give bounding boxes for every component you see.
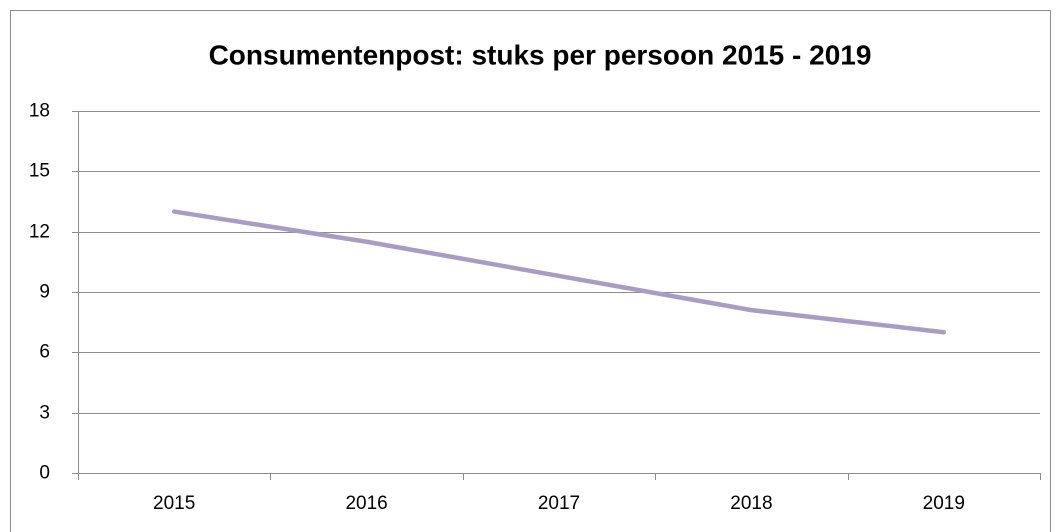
- y-tick-label: 9: [39, 282, 50, 303]
- y-tick-label: 12: [29, 222, 50, 243]
- x-tick-label: 2019: [923, 493, 965, 514]
- y-tick-label: 0: [39, 463, 50, 484]
- x-tick-label: 2018: [730, 493, 772, 514]
- y-tick-label: 18: [29, 101, 50, 122]
- x-tick-label: 2016: [345, 493, 387, 514]
- line-series: [171, 209, 947, 335]
- y-tick-label: 3: [39, 403, 50, 424]
- y-tick-label: 15: [29, 161, 50, 182]
- y-tick-label: 6: [39, 342, 50, 363]
- x-tick-label: 2017: [538, 493, 580, 514]
- chart-title: Consumentenpost: stuks per persoon 2015 …: [209, 39, 872, 70]
- x-tick-label: 2015: [153, 493, 195, 514]
